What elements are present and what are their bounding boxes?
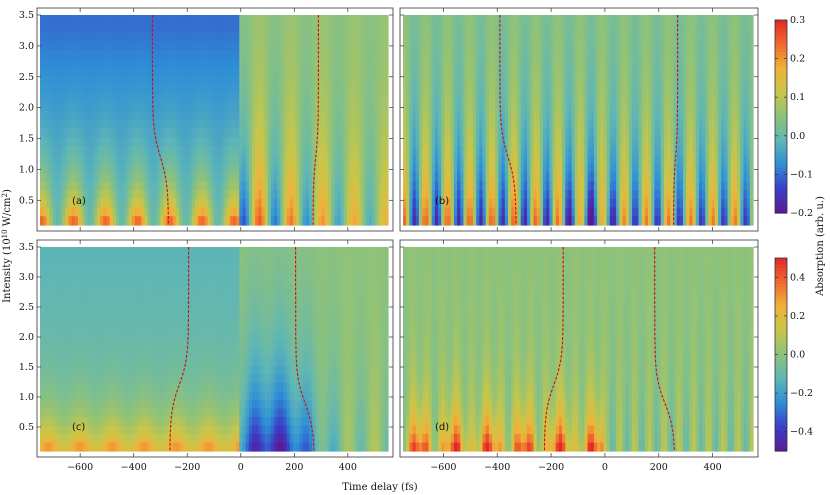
colorbar-tick-label: 0.1 xyxy=(790,92,805,103)
x-tick-label: −400 xyxy=(121,462,147,473)
y-tick-label: 3.0 xyxy=(19,272,34,283)
y-tick-label: 3.0 xyxy=(19,41,34,52)
colorbar-bottom: −0.4 −0.2 0.0 0.2 0.4 xyxy=(774,257,813,452)
y-tick-label: 1.0 xyxy=(19,392,34,403)
red-dashed-curve xyxy=(295,247,315,452)
x-tick-label: 200 xyxy=(285,462,303,473)
heatmap-cells xyxy=(40,247,389,452)
y-tick-label: 1.5 xyxy=(19,362,34,373)
colorbar-tick-label: −0.2 xyxy=(790,388,813,399)
x-tick-label: 0 xyxy=(238,462,244,473)
panel-label: (a) xyxy=(72,196,86,207)
x-tick-label: −200 xyxy=(538,462,564,473)
colorbar-tick-label: −0.1 xyxy=(790,169,813,180)
panel-frame xyxy=(399,7,759,232)
y-tick-label: 2.0 xyxy=(19,103,34,114)
y-tick-label: 3.5 xyxy=(19,10,34,21)
colorbar-label: Absorption (arb. u.) xyxy=(815,196,826,297)
colorbar-tick-label: 0.3 xyxy=(790,15,805,26)
y-tick-label: 1.5 xyxy=(19,134,34,145)
y-tick-label: 2.5 xyxy=(19,302,34,313)
x-axis-label: Time delay (fs) xyxy=(342,482,417,493)
y-tick-label: 2.5 xyxy=(19,72,34,83)
y-tick-label: 0.5 xyxy=(19,422,34,433)
x-tick-label: −400 xyxy=(484,462,510,473)
colorbar-tick-label: 0.0 xyxy=(790,131,805,142)
panel-frame xyxy=(36,7,394,232)
panel-label: (c) xyxy=(72,422,85,433)
red-dashed-curve xyxy=(654,247,675,452)
x-tick-label: 0 xyxy=(602,462,608,473)
x-tick-label: −600 xyxy=(430,462,456,473)
colorbar-tick-label: 0.2 xyxy=(790,54,805,65)
red-dashed-curve xyxy=(312,15,319,225)
colorbar-tick-label: 0.0 xyxy=(790,350,805,361)
x-tick-label: 400 xyxy=(339,462,357,473)
red-dashed-curve xyxy=(169,247,190,451)
colorbars-group: −0.2 −0.1 0.0 0.1 0.2 0.3 −0.4 −0.2 0.0 0.2 0.4 xyxy=(774,15,813,452)
red-dashed-curve xyxy=(151,15,169,226)
panels-group: 0.5 1.0 1.5 2.0 2.5 3.0 3.5 (a) (b) −600 −400 −200 0… xyxy=(19,7,759,473)
panel-a: 0.5 1.0 1.5 2.0 2.5 3.0 3.5 (a) xyxy=(19,7,394,232)
red-dashed-curve xyxy=(673,15,679,225)
red-dashed-curve xyxy=(543,247,564,451)
panel-c: −600 −400 −200 0 200 400 0.5 1.0 1.5 2.0 2.5 3.0 3.5… xyxy=(19,239,394,473)
heatmap-cells xyxy=(403,247,754,452)
panel-d: −600 −400 −200 0 200 400 (d) xyxy=(399,239,759,473)
x-tick-label: −600 xyxy=(67,462,93,473)
colorbar-tick-label: 0.2 xyxy=(790,311,805,322)
x-tick-label: 200 xyxy=(650,462,668,473)
panel-label: (b) xyxy=(435,196,449,207)
panel-b: (b) xyxy=(399,7,759,232)
y-tick-label: 3.5 xyxy=(19,242,34,253)
colorbar-tick-label: 0.4 xyxy=(790,272,805,283)
y-tick-label: 2.0 xyxy=(19,332,34,343)
colorbar-top: −0.2 −0.1 0.0 0.1 0.2 0.3 xyxy=(774,15,813,219)
heatmap-cells xyxy=(40,15,389,226)
heatmap-cells xyxy=(403,15,754,226)
x-tick-label: 400 xyxy=(704,462,722,473)
y-tick-label: 1.0 xyxy=(19,164,34,175)
panel-frame xyxy=(399,239,759,458)
red-dashed-curve xyxy=(499,15,517,226)
colorbar-tick-label: −0.4 xyxy=(790,427,813,438)
x-tick-label: −200 xyxy=(174,462,200,473)
y-tick-label: 0.5 xyxy=(19,195,34,206)
panel-label: (d) xyxy=(435,422,449,433)
y-axis-label: Intensity (1010 W/cm2) xyxy=(1,189,13,303)
panel-frame xyxy=(36,239,394,458)
colorbar-tick-label: −0.2 xyxy=(790,208,813,219)
